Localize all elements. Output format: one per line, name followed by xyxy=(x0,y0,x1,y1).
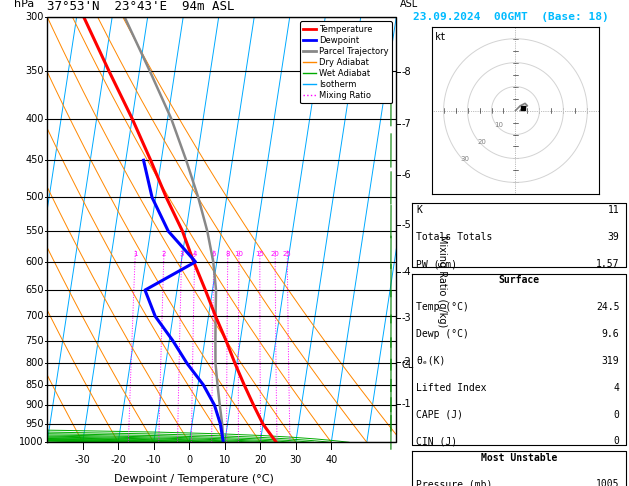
Text: -4: -4 xyxy=(401,267,411,278)
Text: 23.09.2024  00GMT  (Base: 18): 23.09.2024 00GMT (Base: 18) xyxy=(413,12,609,22)
Text: 10: 10 xyxy=(494,122,503,128)
Text: 6: 6 xyxy=(211,251,216,257)
Text: 950: 950 xyxy=(25,419,43,429)
Text: 37°53'N  23°43'E  94m ASL: 37°53'N 23°43'E 94m ASL xyxy=(47,0,235,13)
Text: -2: -2 xyxy=(401,357,411,366)
Text: 550: 550 xyxy=(25,226,43,236)
Text: K: K xyxy=(416,206,422,215)
Text: Mixing Ratio (g/kg): Mixing Ratio (g/kg) xyxy=(437,235,447,327)
Text: 450: 450 xyxy=(25,155,43,165)
Text: Temp (°C): Temp (°C) xyxy=(416,302,469,312)
Text: -3: -3 xyxy=(401,313,411,323)
Text: 400: 400 xyxy=(25,114,43,123)
Text: 750: 750 xyxy=(25,336,43,346)
Text: 900: 900 xyxy=(25,400,43,410)
Text: -20: -20 xyxy=(110,455,126,465)
Text: Dewp (°C): Dewp (°C) xyxy=(416,329,469,339)
Text: 3: 3 xyxy=(179,251,184,257)
Text: 4: 4 xyxy=(192,251,197,257)
Text: 700: 700 xyxy=(25,311,43,321)
Text: 350: 350 xyxy=(25,67,43,76)
Text: 30: 30 xyxy=(460,156,470,162)
Text: CAPE (J): CAPE (J) xyxy=(416,410,464,419)
Text: 10: 10 xyxy=(219,455,231,465)
Text: 8: 8 xyxy=(226,251,230,257)
Text: -1: -1 xyxy=(401,399,411,409)
Text: 1.57: 1.57 xyxy=(596,259,620,269)
Text: -5: -5 xyxy=(401,220,411,229)
Text: 850: 850 xyxy=(25,380,43,390)
Text: 25: 25 xyxy=(283,251,292,257)
Text: 800: 800 xyxy=(25,359,43,368)
Text: 650: 650 xyxy=(25,285,43,295)
Text: -10: -10 xyxy=(146,455,162,465)
Text: 1005: 1005 xyxy=(596,480,620,486)
Text: 0: 0 xyxy=(613,410,620,419)
Text: 319: 319 xyxy=(602,356,620,366)
Text: 15: 15 xyxy=(255,251,264,257)
Text: 1000: 1000 xyxy=(19,437,43,447)
Text: Most Unstable: Most Unstable xyxy=(481,452,557,463)
Text: 40: 40 xyxy=(325,455,337,465)
Text: -7: -7 xyxy=(401,119,411,129)
Legend: Temperature, Dewpoint, Parcel Trajectory, Dry Adiabat, Wet Adiabat, Isotherm, Mi: Temperature, Dewpoint, Parcel Trajectory… xyxy=(300,21,392,104)
Text: km
ASL: km ASL xyxy=(400,0,418,8)
Text: Surface: Surface xyxy=(498,275,540,285)
Text: Totals Totals: Totals Totals xyxy=(416,232,493,242)
Text: 500: 500 xyxy=(25,192,43,203)
Text: 24.5: 24.5 xyxy=(596,302,620,312)
Text: CIN (J): CIN (J) xyxy=(416,436,457,447)
Text: Dewpoint / Temperature (°C): Dewpoint / Temperature (°C) xyxy=(114,474,274,484)
Text: 4: 4 xyxy=(613,382,620,393)
Text: PW (cm): PW (cm) xyxy=(416,259,457,269)
Text: 30: 30 xyxy=(289,455,302,465)
Text: Pressure (mb): Pressure (mb) xyxy=(416,480,493,486)
Text: 20: 20 xyxy=(477,139,486,145)
Text: CL: CL xyxy=(401,360,414,370)
Text: 20: 20 xyxy=(270,251,280,257)
Text: Lifted Index: Lifted Index xyxy=(416,382,487,393)
Text: -6: -6 xyxy=(401,170,411,180)
Text: θₑ(K): θₑ(K) xyxy=(416,356,446,366)
Text: 600: 600 xyxy=(25,257,43,267)
Text: 10: 10 xyxy=(235,251,243,257)
Text: 0: 0 xyxy=(186,455,192,465)
Text: 1: 1 xyxy=(133,251,137,257)
Text: -8: -8 xyxy=(401,68,411,77)
Text: kt: kt xyxy=(435,32,447,42)
Text: 9.6: 9.6 xyxy=(602,329,620,339)
Text: 11: 11 xyxy=(608,206,620,215)
Text: 300: 300 xyxy=(25,12,43,22)
Text: -30: -30 xyxy=(75,455,91,465)
Text: 2: 2 xyxy=(162,251,166,257)
Text: hPa: hPa xyxy=(14,0,35,8)
Text: 39: 39 xyxy=(608,232,620,242)
Text: 0: 0 xyxy=(613,436,620,447)
Text: 20: 20 xyxy=(254,455,267,465)
